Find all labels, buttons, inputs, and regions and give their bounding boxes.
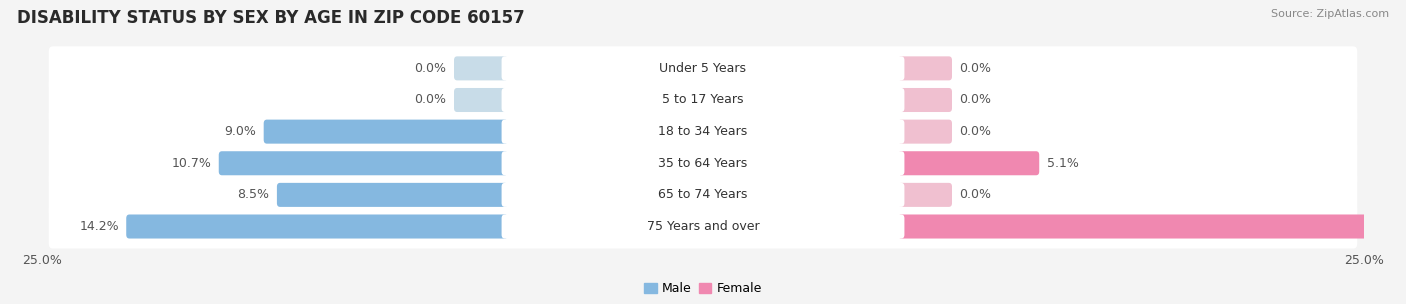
FancyBboxPatch shape [502,88,904,112]
Text: 0.0%: 0.0% [959,125,991,138]
FancyBboxPatch shape [264,119,508,144]
FancyBboxPatch shape [49,46,1357,90]
FancyBboxPatch shape [502,151,904,175]
Text: 8.5%: 8.5% [238,188,270,201]
FancyBboxPatch shape [502,119,904,144]
Text: DISABILITY STATUS BY SEX BY AGE IN ZIP CODE 60157: DISABILITY STATUS BY SEX BY AGE IN ZIP C… [17,9,524,27]
Text: 0.0%: 0.0% [415,94,447,106]
FancyBboxPatch shape [502,183,904,207]
Text: 5 to 17 Years: 5 to 17 Years [662,94,744,106]
FancyBboxPatch shape [898,215,1406,239]
Text: Source: ZipAtlas.com: Source: ZipAtlas.com [1271,9,1389,19]
FancyBboxPatch shape [502,56,904,80]
Legend: Male, Female: Male, Female [640,277,766,300]
Text: 10.7%: 10.7% [172,157,211,170]
FancyBboxPatch shape [49,173,1357,217]
FancyBboxPatch shape [49,78,1357,122]
FancyBboxPatch shape [49,205,1357,249]
FancyBboxPatch shape [454,88,508,112]
FancyBboxPatch shape [898,119,952,144]
FancyBboxPatch shape [502,215,904,239]
FancyBboxPatch shape [454,56,508,80]
FancyBboxPatch shape [49,110,1357,154]
FancyBboxPatch shape [898,88,952,112]
Text: Under 5 Years: Under 5 Years [659,62,747,75]
Text: 18 to 34 Years: 18 to 34 Years [658,125,748,138]
FancyBboxPatch shape [49,141,1357,185]
Text: 35 to 64 Years: 35 to 64 Years [658,157,748,170]
FancyBboxPatch shape [898,56,952,80]
Text: 0.0%: 0.0% [959,62,991,75]
FancyBboxPatch shape [898,151,1039,175]
FancyBboxPatch shape [219,151,508,175]
Text: 0.0%: 0.0% [415,62,447,75]
FancyBboxPatch shape [898,183,952,207]
Text: 0.0%: 0.0% [959,188,991,201]
FancyBboxPatch shape [277,183,508,207]
Text: 5.1%: 5.1% [1046,157,1078,170]
Text: 65 to 74 Years: 65 to 74 Years [658,188,748,201]
Text: 14.2%: 14.2% [79,220,120,233]
FancyBboxPatch shape [127,215,508,239]
Text: 75 Years and over: 75 Years and over [647,220,759,233]
Text: 0.0%: 0.0% [959,94,991,106]
Text: 9.0%: 9.0% [225,125,256,138]
